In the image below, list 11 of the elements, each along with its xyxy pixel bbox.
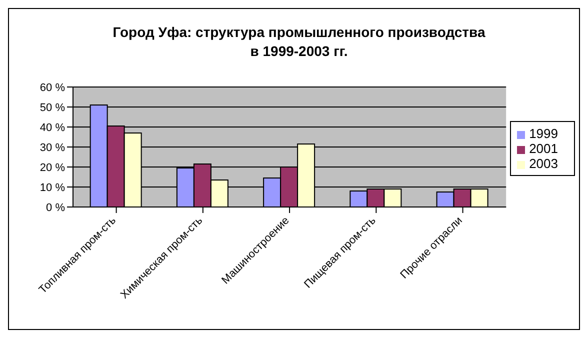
y-tick-label: 40 % [40, 122, 66, 134]
chart-title: Город Уфа: структура промышленного производства в 1999-2003 гг. [112, 23, 486, 61]
y-tick-label: 20 % [40, 162, 66, 174]
legend-label: 1999 [529, 126, 558, 141]
legend-label: 2001 [529, 141, 558, 156]
y-tick-label: 50 % [40, 102, 66, 114]
y-tick-label: 60 % [40, 82, 66, 94]
legend-label: 2003 [529, 156, 558, 171]
y-tick-label: 10 % [40, 182, 66, 194]
y-tick-label: 30 % [40, 142, 66, 154]
y-tick-label: 0 % [46, 202, 66, 214]
